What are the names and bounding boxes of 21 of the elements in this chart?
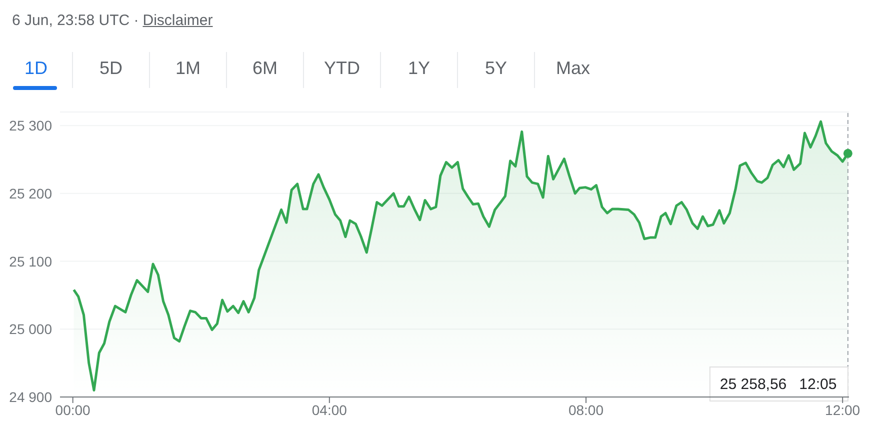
- text: 6M: [226, 52, 303, 88]
- y-tick-label: 25 300: [9, 118, 52, 134]
- text: Max: [534, 52, 611, 88]
- text: 1Y: [380, 52, 457, 88]
- y-tick-label: 25 100: [9, 253, 52, 270]
- text: 1M: [149, 52, 226, 88]
- y-tick-label: 24 900: [9, 388, 52, 405]
- x-tick-label: 00:00: [55, 402, 91, 418]
- text: 1D: [23, 57, 48, 80]
- x-tick-label: 08:00: [568, 402, 604, 418]
- hover-label: 25 258,56 12:05: [709, 366, 848, 402]
- x-tick-label: 04:00: [312, 402, 348, 418]
- y-tick-label: 25 200: [9, 185, 52, 202]
- text: 5D: [72, 52, 149, 88]
- chart-title: 6 Jun, 23:58 UTC ·: [12, 12, 139, 29]
- y-tick-label: 25 000: [9, 321, 52, 338]
- text: YTD: [303, 52, 380, 88]
- text: Disclaimer: [142, 12, 213, 29]
- annotation: 25 258,56 12:05: [720, 376, 837, 393]
- text: 5Y: [457, 52, 534, 88]
- x-tick-label: 12:00: [825, 402, 860, 418]
